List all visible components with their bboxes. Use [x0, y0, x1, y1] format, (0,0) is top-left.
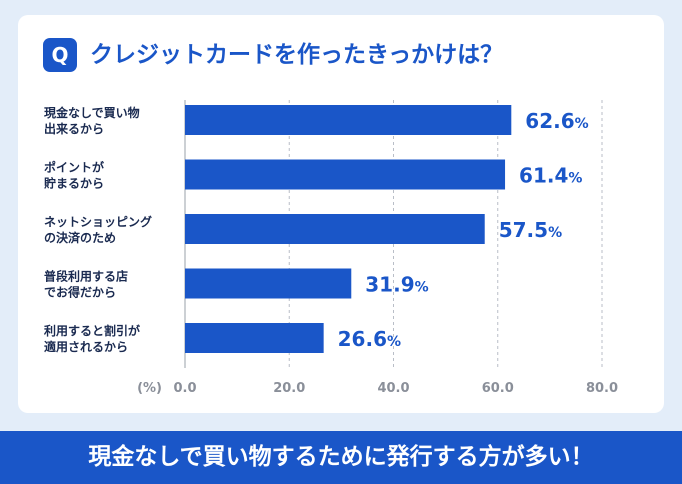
value-label: 62.6%: [525, 109, 588, 133]
value-suffix: %: [568, 171, 582, 187]
bar: [185, 268, 352, 299]
value-label: 57.5%: [499, 218, 562, 242]
category-label-line: の決済のため: [44, 230, 116, 245]
category-label: 現金なしで買い物出来るから: [44, 105, 140, 136]
category-label-line: 現金なしで買い物: [44, 105, 140, 120]
category-label: 普段利用する店でお得だから: [44, 269, 128, 300]
value-number: 26.6: [338, 327, 387, 351]
category-label-line: 利用すると割引が: [44, 323, 140, 338]
x-tick-label: 0.0: [173, 381, 196, 396]
value-suffix: %: [548, 225, 562, 241]
value-suffix: %: [415, 280, 429, 296]
bar: [185, 214, 485, 244]
value-label: 31.9%: [365, 273, 428, 297]
x-tick-label: 40.0: [377, 381, 409, 396]
value-label: 26.6%: [338, 327, 401, 351]
category-label-line: ネットショッピング: [44, 214, 152, 229]
value-number: 31.9: [365, 273, 414, 297]
x-tick-label: 20.0: [273, 381, 305, 396]
chart-title: クレジットカードを作ったきっかけは？: [90, 42, 504, 68]
category-label-line: 貯まるから: [44, 176, 104, 191]
value-suffix: %: [575, 116, 589, 132]
category-label: ネットショッピングの決済のため: [44, 214, 152, 245]
category-label-line: 適用されるから: [44, 339, 128, 354]
category-label: 利用すると割引が適用されるから: [44, 323, 140, 354]
category-label-line: 出来るから: [44, 121, 104, 136]
value-label: 61.4%: [519, 164, 582, 188]
bar: [185, 105, 512, 135]
value-number: 61.4: [519, 164, 568, 188]
category-label: ポイントが貯まるから: [44, 160, 104, 191]
category-label-line: ポイントが: [44, 160, 104, 175]
value-number: 57.5: [499, 218, 548, 242]
x-tick-label: 60.0: [482, 381, 514, 396]
value-suffix: %: [387, 334, 401, 350]
x-tick-label: 80.0: [586, 381, 618, 396]
axis-unit-label: (%): [137, 381, 162, 396]
question-badge: Q: [43, 38, 77, 72]
bar: [185, 159, 506, 190]
bar: [185, 323, 324, 353]
footer-banner: 現金なしで買い物するために発行する方が多い！: [0, 431, 682, 484]
value-number: 62.6: [525, 109, 574, 133]
category-label-line: 普段利用する店: [44, 269, 128, 284]
category-label-line: でお得だから: [44, 285, 116, 300]
